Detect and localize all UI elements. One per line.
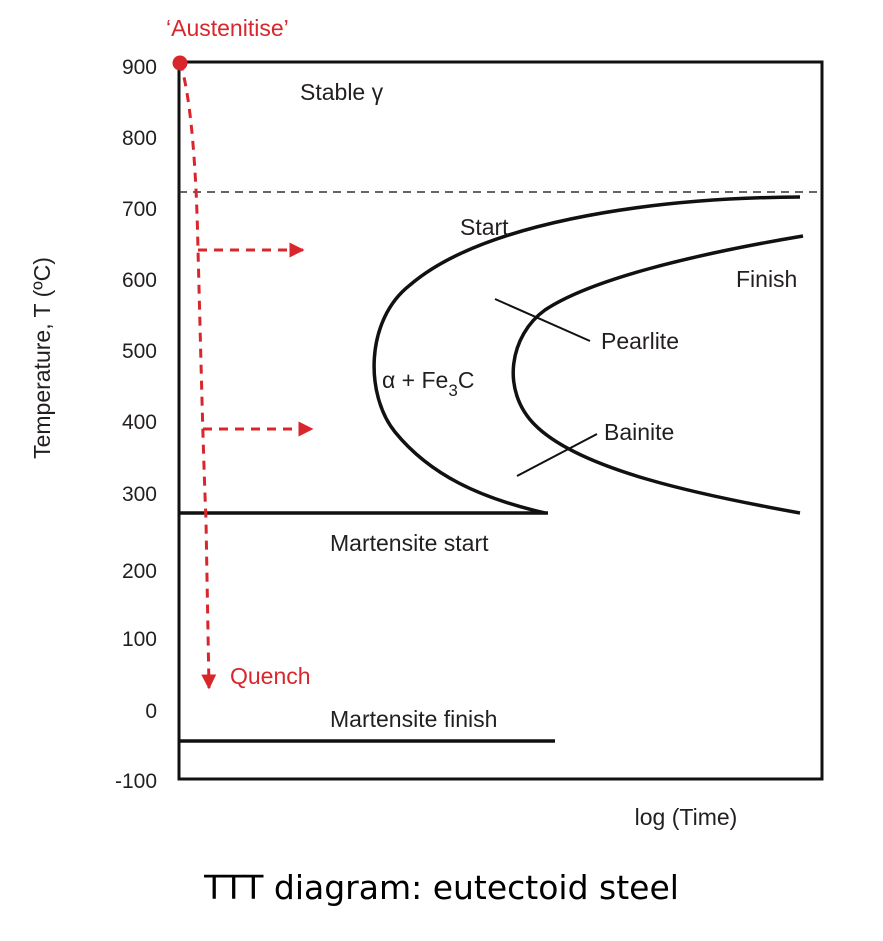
diagram-caption: TTT diagram: eutectoid steel bbox=[204, 868, 679, 907]
quench-path bbox=[178, 61, 217, 690]
y-tick: 400 bbox=[122, 411, 157, 434]
bainite-pointer bbox=[516, 433, 598, 477]
ttt-diagram: 900 800 700 600 500 400 300 200 100 0 -1… bbox=[29, 15, 824, 830]
y-tick: 800 bbox=[122, 127, 157, 150]
transformation-finish-curve bbox=[511, 234, 804, 515]
y-axis-ticks: 900 800 700 600 500 400 300 200 100 0 -1… bbox=[115, 56, 157, 793]
finish-label: Finish bbox=[736, 266, 797, 292]
alpha-fe3c-label: α + Fe3C bbox=[382, 367, 474, 400]
austenitise-point bbox=[172, 55, 188, 71]
bainite-label: Bainite bbox=[604, 419, 674, 445]
carbon-text: C bbox=[458, 367, 475, 393]
cooling-path bbox=[172, 55, 314, 690]
martensite-finish-label: Martensite finish bbox=[330, 706, 497, 732]
y-tick: 300 bbox=[122, 483, 157, 506]
x-axis-label: log (Time) bbox=[635, 804, 738, 830]
martensite-start-label: Martensite start bbox=[330, 530, 489, 556]
fe3c-subscript: 3 bbox=[448, 381, 457, 400]
pearlite-pointer bbox=[494, 298, 591, 342]
alpha-fe-text: α + Fe bbox=[382, 367, 448, 393]
y-tick: 200 bbox=[122, 560, 157, 583]
y-tick: -100 bbox=[115, 770, 157, 793]
y-tick: 900 bbox=[122, 56, 157, 79]
pearlite-label: Pearlite bbox=[601, 328, 679, 354]
quench-label: Quench bbox=[230, 663, 311, 689]
stable-gamma-label: Stable γ bbox=[300, 79, 384, 105]
austenitise-label: ‘Austenitise’ bbox=[166, 15, 289, 41]
y-tick: 600 bbox=[122, 269, 157, 292]
transformation-start-curve bbox=[372, 195, 801, 515]
start-label: Start bbox=[460, 214, 509, 240]
y-axis-label: Temperature, T (ºC) bbox=[29, 257, 55, 459]
plot-frame bbox=[177, 60, 824, 781]
y-tick: 0 bbox=[145, 700, 157, 723]
y-tick: 700 bbox=[122, 198, 157, 221]
y-tick: 100 bbox=[122, 628, 157, 651]
y-tick: 500 bbox=[122, 340, 157, 363]
